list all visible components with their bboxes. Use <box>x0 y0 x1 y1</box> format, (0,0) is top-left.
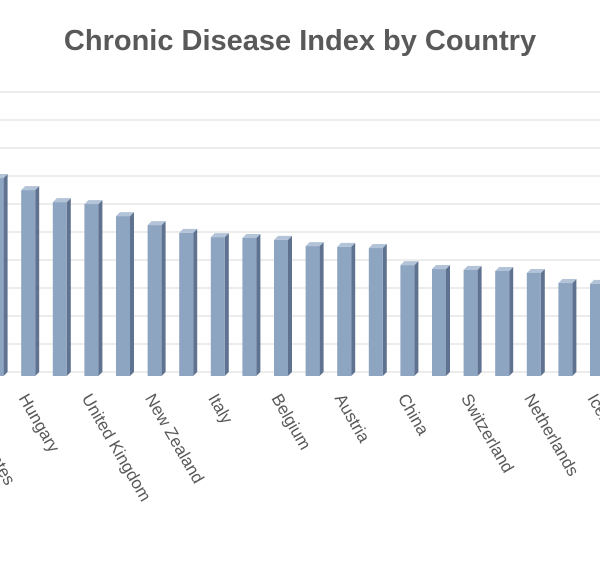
x-tick-label: Netherlands <box>520 391 582 480</box>
bar <box>463 269 478 376</box>
x-tick-label: Hungary <box>15 391 64 457</box>
bar-side <box>256 233 261 376</box>
bar-top <box>463 265 482 270</box>
x-tick-label: United Kingdom <box>78 391 155 505</box>
x-tick-label: Italy <box>204 391 236 428</box>
bar <box>432 269 446 376</box>
bar-side <box>572 279 577 376</box>
bar <box>526 272 541 376</box>
bar <box>590 283 600 376</box>
x-tick-label: China <box>394 391 433 439</box>
bar-side <box>98 200 103 376</box>
bar-top <box>495 267 514 271</box>
x-tick-label: Switzerland <box>457 391 517 477</box>
bar-side <box>509 267 514 376</box>
bar-side <box>477 265 482 376</box>
bar-top <box>210 233 229 238</box>
bar-top <box>400 261 419 266</box>
bar-side <box>35 186 40 376</box>
bar-side <box>382 244 387 376</box>
bar <box>116 216 130 376</box>
bar-top <box>558 279 577 284</box>
bar <box>147 225 162 376</box>
bar-top <box>21 186 40 191</box>
bar <box>558 283 573 376</box>
bar-side <box>446 265 450 376</box>
bar-side <box>540 268 545 376</box>
bar-top <box>590 279 600 284</box>
bar <box>305 246 320 376</box>
bar-top <box>242 233 261 238</box>
x-tick-label: New Zealand <box>141 391 208 487</box>
bar-side <box>193 228 198 376</box>
bar <box>400 265 415 376</box>
bar-top <box>116 212 134 217</box>
bar-top <box>84 200 103 205</box>
bar-top <box>526 268 545 273</box>
x-tick-label: Iceland <box>584 391 600 448</box>
bar-side <box>224 233 229 376</box>
bar-side <box>319 242 324 376</box>
bar <box>368 248 383 376</box>
bar-side <box>66 198 71 376</box>
bar <box>274 239 288 376</box>
bar-top <box>432 265 450 270</box>
bar-top <box>305 242 324 247</box>
bar-side <box>3 174 8 376</box>
bar <box>242 237 257 376</box>
bar-top <box>274 235 292 240</box>
bar-side <box>351 242 356 376</box>
bar <box>21 190 36 376</box>
bar-side <box>414 261 419 376</box>
bar-side <box>130 212 134 376</box>
x-tick-label: United States <box>0 391 19 489</box>
bar <box>179 232 194 376</box>
bar-top <box>179 228 198 233</box>
bar <box>337 246 352 376</box>
bar-top <box>147 221 166 226</box>
bar-top <box>0 174 8 179</box>
x-tick-label: Austria <box>331 391 374 447</box>
bar-top <box>52 198 71 203</box>
chart-title: Chronic Disease Index by Country <box>64 25 536 57</box>
bar-top <box>368 244 387 249</box>
bar <box>84 204 99 376</box>
bar <box>495 271 510 376</box>
bar <box>52 202 67 376</box>
bar-side <box>288 235 292 376</box>
x-tick-label: Belgium <box>268 391 315 454</box>
bar <box>0 178 4 376</box>
bar-side <box>161 221 166 376</box>
bar-top <box>337 242 356 247</box>
bar <box>210 237 225 376</box>
